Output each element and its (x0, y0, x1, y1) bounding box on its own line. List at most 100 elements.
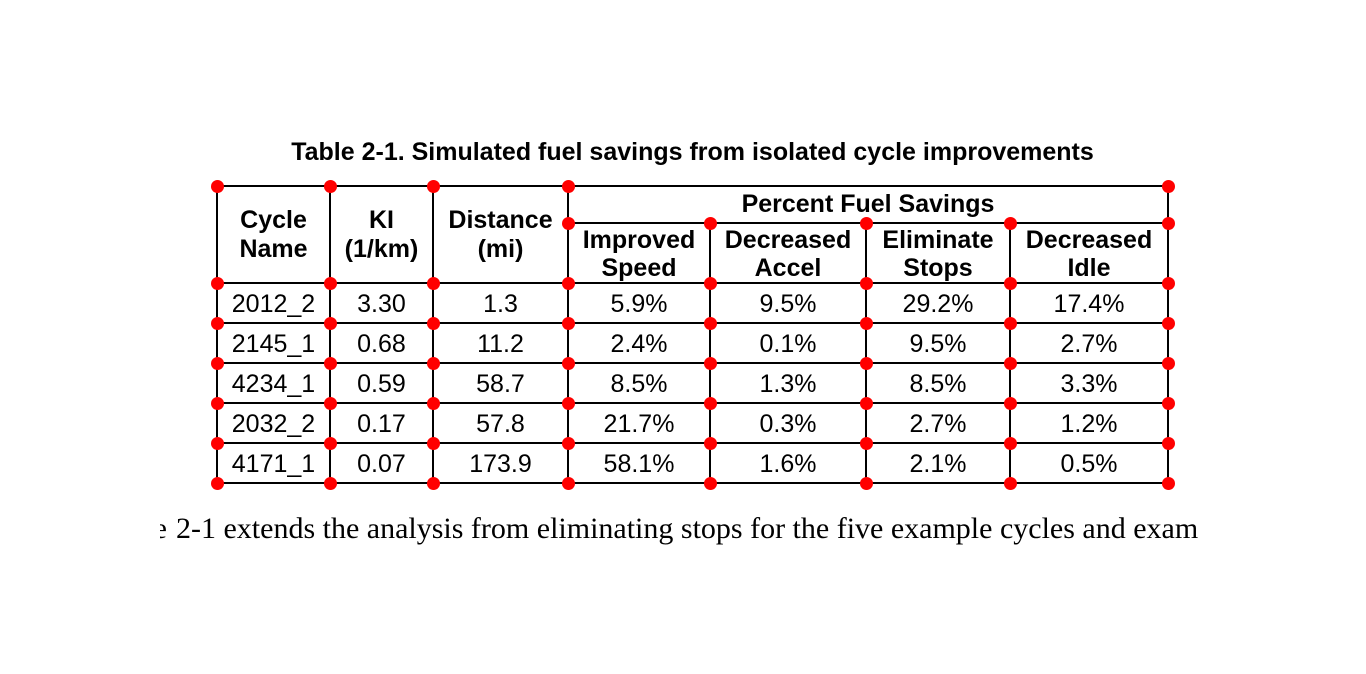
table-grid-line (216, 442, 1169, 444)
corner-dot (1161, 396, 1175, 410)
cell-distance: 57.8 (476, 409, 525, 438)
cell-cycle-name: 4234_1 (231, 369, 316, 398)
corner-dot (323, 436, 337, 450)
corner-dot (1003, 436, 1017, 450)
corner-dot (703, 216, 717, 230)
corner-dot (1161, 216, 1175, 230)
sub-header-decreased-idle: Decreased Idle (1025, 225, 1153, 282)
corner-dot (859, 476, 873, 490)
corner-dot (210, 476, 224, 490)
cell-distance: 173.9 (469, 449, 532, 478)
corner-dot (210, 316, 224, 330)
sub-header-eliminate-stops: Eliminate Stops (882, 225, 994, 282)
corner-dot (426, 276, 440, 290)
table-grid-line (216, 322, 1169, 324)
corner-dot (859, 216, 873, 230)
col-header-cycle-name: Cycle Name (239, 206, 308, 263)
corner-dot (859, 316, 873, 330)
corner-dot (323, 356, 337, 370)
cell-improved-speed: 58.1% (603, 449, 675, 478)
cell-improved-speed: 5.9% (610, 289, 668, 318)
corner-dot (1161, 436, 1175, 450)
corner-dot (210, 276, 224, 290)
cell-decreased-idle: 0.5% (1060, 449, 1118, 478)
clipped-word-fragment: e (160, 512, 167, 545)
corner-dot (859, 436, 873, 450)
corner-dot (1003, 316, 1017, 330)
corner-dot (210, 396, 224, 410)
corner-dot (1161, 276, 1175, 290)
corner-dot (426, 356, 440, 370)
corner-dot (1003, 276, 1017, 290)
table-grid-line (432, 185, 434, 484)
corner-dot (561, 276, 575, 290)
cell-cycle-name: 2012_2 (231, 289, 316, 318)
corner-dot (703, 436, 717, 450)
cell-decreased-idle: 17.4% (1053, 289, 1125, 318)
table-grid-line (216, 282, 1169, 284)
corner-dot (1003, 476, 1017, 490)
corner-dot (703, 276, 717, 290)
cell-eliminate-stops: 8.5% (909, 369, 967, 398)
corner-dot (1003, 216, 1017, 230)
corner-dot (1003, 396, 1017, 410)
corner-dot (1161, 316, 1175, 330)
col-header-distance: Distance (mi) (448, 206, 553, 263)
cell-ki: 0.68 (357, 329, 406, 358)
cell-eliminate-stops: 29.2% (902, 289, 974, 318)
corner-dot (323, 316, 337, 330)
corner-dot (703, 316, 717, 330)
table-grid-line (216, 185, 218, 484)
table-grid-line (216, 362, 1169, 364)
cell-cycle-name: 2145_1 (231, 329, 316, 358)
corner-dot (210, 179, 224, 193)
corner-dot (561, 316, 575, 330)
cell-eliminate-stops: 9.5% (909, 329, 967, 358)
corner-dot (323, 276, 337, 290)
corner-dot (426, 179, 440, 193)
corner-dot (426, 476, 440, 490)
cell-eliminate-stops: 2.1% (909, 449, 967, 478)
corner-dot (561, 179, 575, 193)
table-grid-line (216, 482, 1169, 484)
corner-dot (703, 396, 717, 410)
cell-distance: 11.2 (477, 329, 524, 358)
table-grid-line (216, 185, 1169, 187)
cell-cycle-name: 2032_2 (231, 409, 316, 438)
cell-ki: 3.30 (357, 289, 406, 318)
corner-dot (323, 396, 337, 410)
table-grid-line (1167, 185, 1169, 484)
corner-dot (703, 476, 717, 490)
corner-dot (561, 396, 575, 410)
corner-dot (1003, 356, 1017, 370)
cell-decreased-accel: 0.3% (759, 409, 817, 438)
cell-ki: 0.07 (357, 449, 406, 478)
cell-decreased-idle: 2.7% (1060, 329, 1118, 358)
cell-decreased-idle: 3.3% (1060, 369, 1118, 398)
cell-cycle-name: 4171_1 (231, 449, 316, 478)
corner-dot (561, 436, 575, 450)
corner-dot (1161, 476, 1175, 490)
corner-dot (426, 436, 440, 450)
cell-ki: 0.59 (357, 369, 406, 398)
corner-dot (1161, 356, 1175, 370)
table-grid-line (1009, 222, 1011, 484)
cell-improved-speed: 2.4% (610, 329, 668, 358)
corner-dot (561, 356, 575, 370)
cell-ki: 0.17 (357, 409, 406, 438)
corner-dot (561, 476, 575, 490)
table-grid-line (216, 402, 1169, 404)
corner-dot (859, 356, 873, 370)
corner-dot (210, 356, 224, 370)
cell-decreased-idle: 1.2% (1060, 409, 1118, 438)
col-header-ki: KI (1/km) (344, 206, 419, 263)
cell-distance: 1.3 (483, 289, 518, 318)
corner-dot (1161, 179, 1175, 193)
cell-eliminate-stops: 2.7% (909, 409, 967, 438)
body-text: 2-1 extends the analysis from eliminatin… (176, 512, 1199, 545)
cell-decreased-accel: 9.5% (759, 289, 817, 318)
corner-dot (210, 436, 224, 450)
corner-dot (859, 396, 873, 410)
corner-dot (859, 276, 873, 290)
